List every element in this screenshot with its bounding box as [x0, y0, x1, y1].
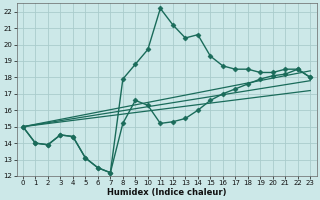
X-axis label: Humidex (Indice chaleur): Humidex (Indice chaleur) [107, 188, 226, 197]
